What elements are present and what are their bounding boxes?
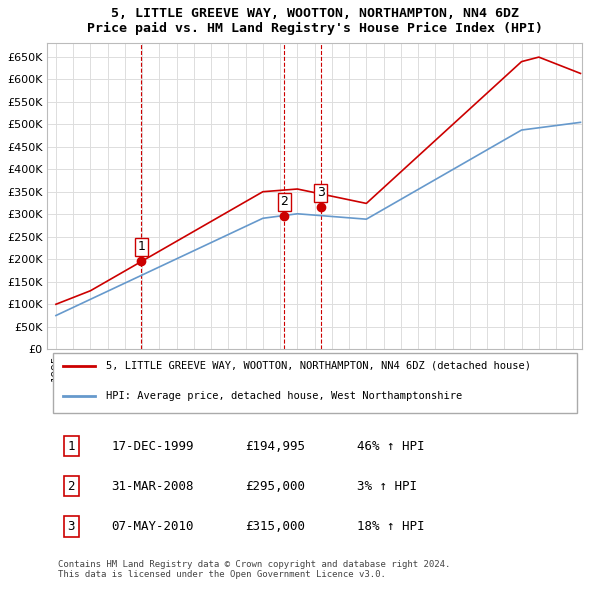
Title: 5, LITTLE GREEVE WAY, WOOTTON, NORTHAMPTON, NN4 6DZ
Price paid vs. HM Land Regis: 5, LITTLE GREEVE WAY, WOOTTON, NORTHAMPT…	[86, 7, 542, 35]
Text: 3% ↑ HPI: 3% ↑ HPI	[358, 480, 418, 493]
Text: 46% ↑ HPI: 46% ↑ HPI	[358, 440, 425, 453]
Text: 07-MAY-2010: 07-MAY-2010	[112, 520, 194, 533]
Text: 5, LITTLE GREEVE WAY, WOOTTON, NORTHAMPTON, NN4 6DZ (detached house): 5, LITTLE GREEVE WAY, WOOTTON, NORTHAMPT…	[106, 361, 531, 371]
Text: 3: 3	[317, 186, 325, 199]
Text: £315,000: £315,000	[245, 520, 305, 533]
Text: £295,000: £295,000	[245, 480, 305, 493]
Text: 1: 1	[137, 240, 145, 253]
Text: 3: 3	[68, 520, 75, 533]
Text: 1: 1	[68, 440, 75, 453]
Text: 2: 2	[68, 480, 75, 493]
Text: Contains HM Land Registry data © Crown copyright and database right 2024.
This d: Contains HM Land Registry data © Crown c…	[58, 560, 451, 579]
Text: 17-DEC-1999: 17-DEC-1999	[112, 440, 194, 453]
FancyBboxPatch shape	[53, 353, 577, 413]
Text: 18% ↑ HPI: 18% ↑ HPI	[358, 520, 425, 533]
Text: 31-MAR-2008: 31-MAR-2008	[112, 480, 194, 493]
Text: HPI: Average price, detached house, West Northamptonshire: HPI: Average price, detached house, West…	[106, 391, 463, 401]
Text: £194,995: £194,995	[245, 440, 305, 453]
Text: 2: 2	[280, 195, 289, 208]
